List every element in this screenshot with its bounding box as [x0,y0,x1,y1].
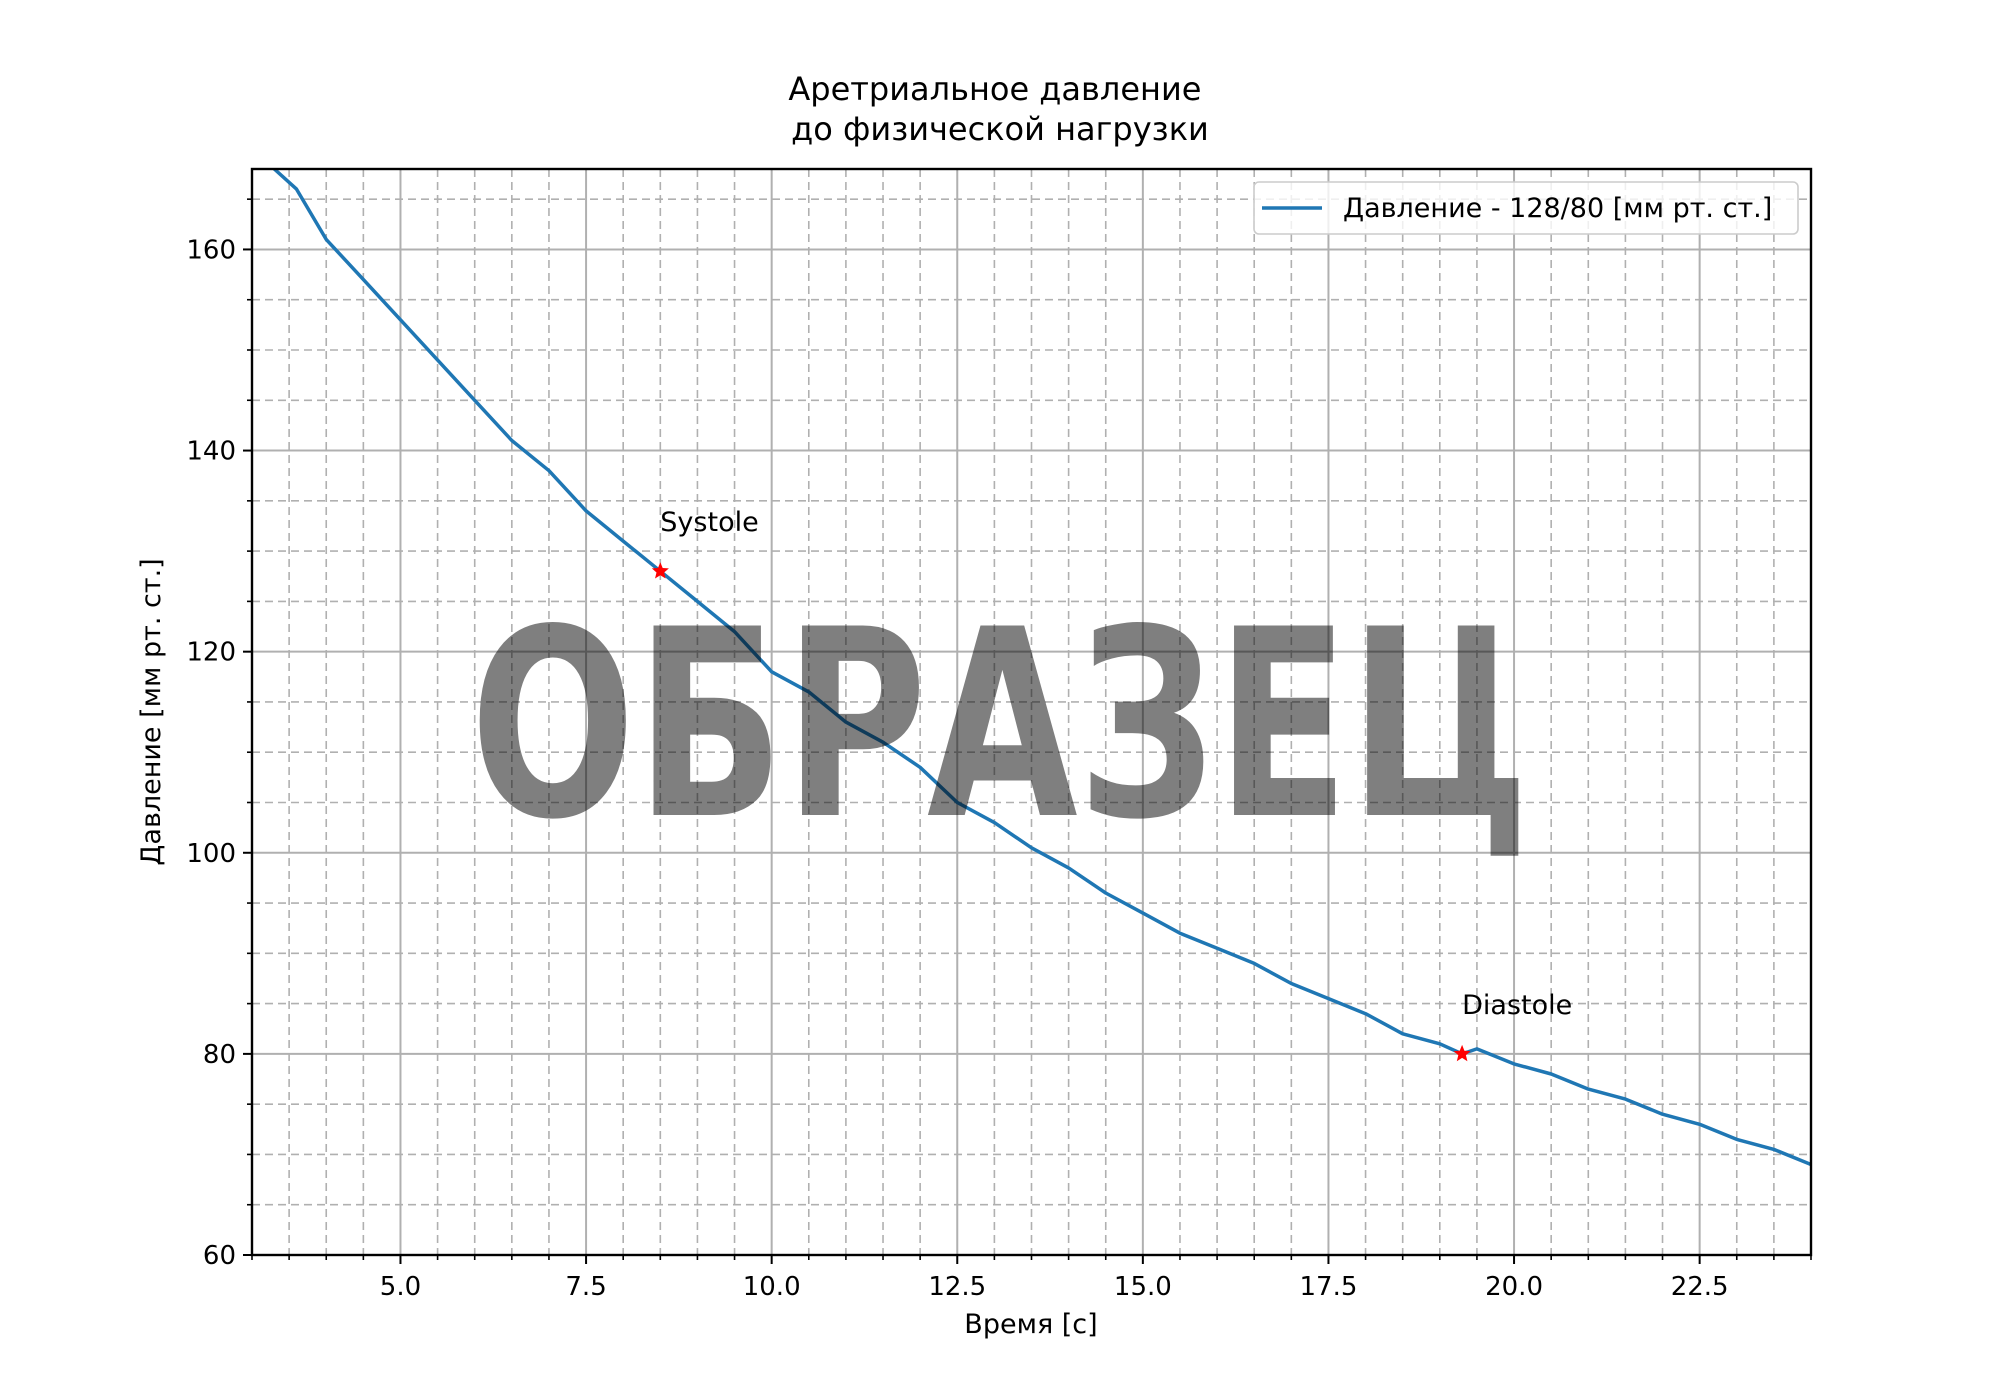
x-tick-label: 12.5 [928,1272,986,1302]
x-tick-label: 5.0 [380,1272,421,1302]
x-tick-label: 20.0 [1485,1272,1543,1302]
y-axis-label: Давление [мм рт. ст.] [136,558,167,865]
x-tick-label: 22.5 [1671,1272,1729,1302]
y-tick-label: 160 [186,235,236,265]
data-markers: Systole Diastole [651,507,1572,1062]
series-lines [272,169,1811,1167]
axis-ticks: 5.0 7.5 10.0 12.5 15.0 17.5 20.0 22.5 60 80 100 120… [186,198,1812,1302]
y-tick-label: 120 [186,638,236,668]
chart-title-line-2: до физической нагрузки [791,110,1209,148]
systole-marker [651,562,669,579]
series-line-pressure [272,169,1811,1167]
chart-title-line-1: Аретриальное давление [788,70,1201,108]
systole-label: Systole [660,507,758,538]
plot-frame [250,167,1813,1257]
x-tick-label: 15.0 [1114,1272,1172,1302]
x-axis-label: Время [с] [964,1309,1097,1340]
diastole-marker [1453,1044,1471,1062]
y-tick-label: 100 [186,839,236,869]
legend-entry-pressure: Давление - 128/80 [мм рт. ст.] [1343,193,1772,224]
watermark: ОБРАЗЕЦ [470,575,1530,877]
diastole-label: Diastole [1462,990,1572,1021]
y-tick-label: 60 [203,1241,236,1271]
x-tick-label: 10.0 [743,1272,801,1302]
legend: Давление - 128/80 [мм рт. ст.] [1253,181,1799,235]
x-tick-label: 17.5 [1300,1272,1358,1302]
y-tick-label: 80 [203,1040,236,1070]
legend-box [1253,181,1799,235]
chart-title: Аретриальное давление до физической нагр… [788,70,1211,148]
y-tick-label: 140 [186,437,236,467]
x-tick-label: 7.5 [565,1272,606,1302]
